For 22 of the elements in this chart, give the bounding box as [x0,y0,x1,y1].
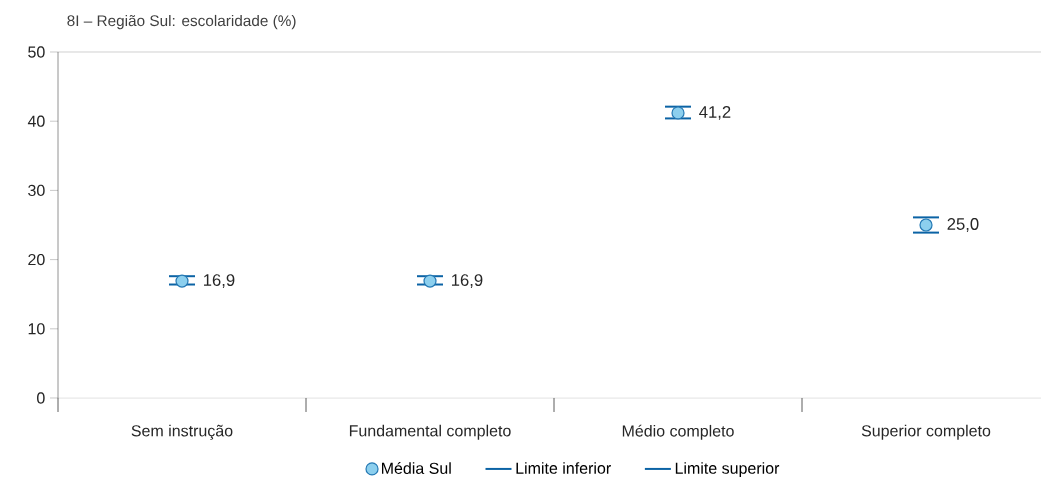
x-tick-label: Sem instrução [131,424,233,440]
legend-label: Média Sul [382,462,451,474]
y-tick-label: 50 [28,46,45,58]
y-tick-label: 0 [37,392,45,404]
legend-label: Limite superior [675,462,780,478]
legend-label: Limite inferior [516,462,611,474]
data-label: 16,9 [451,274,483,288]
x-tick-label: Superior completo [861,424,991,440]
y-tick-label: 20 [28,253,45,266]
y-tick-label: 10 [28,323,45,335]
chart-title: 8I – Região Sul: escolaridade (%) [67,14,296,30]
point [423,274,437,288]
point [671,106,685,120]
y-tick-label: 30 [28,184,45,197]
y-tick-label: 40 [27,115,45,127]
data-label: 16,9 [203,274,235,288]
x-tick-label: Médio completo [622,424,734,440]
x-tick-label: Fundamental completo [349,424,511,440]
point [175,274,189,288]
data-label: 41,2 [699,106,731,120]
point [919,218,933,232]
data-label: 25,0 [947,218,979,232]
